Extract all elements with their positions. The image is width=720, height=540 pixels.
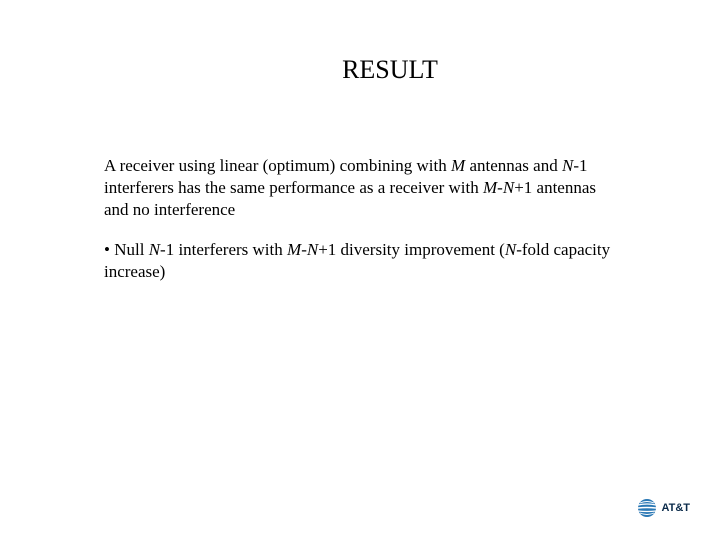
paragraph-2: • Null N-1 interferers with M-N+1 divers… (104, 239, 620, 283)
logo-text: AT&T (661, 502, 690, 514)
slide-body: A receiver using linear (optimum) combin… (104, 155, 620, 283)
slide-title: RESULT (120, 55, 660, 85)
att-logo: AT&T (637, 498, 690, 518)
paragraph-1: A receiver using linear (optimum) combin… (104, 155, 620, 221)
globe-icon (637, 498, 657, 518)
slide: RESULT A receiver using linear (optimum)… (0, 0, 720, 540)
